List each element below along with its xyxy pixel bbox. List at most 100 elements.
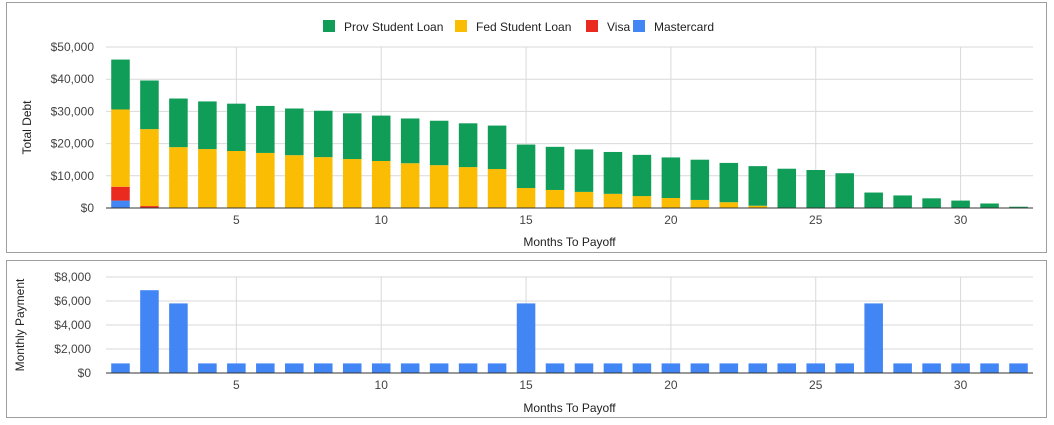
bar-fed-student-loan — [313, 157, 333, 208]
bar-monthly-payment — [951, 363, 970, 373]
bar-prov-student-loan — [719, 162, 739, 203]
debt-xtick-label: 5 — [233, 213, 240, 227]
bar-prov-student-loan — [777, 168, 797, 208]
bar-fed-student-loan — [371, 160, 391, 208]
bar-monthly-payment — [285, 363, 304, 373]
bar-monthly-payment — [111, 363, 130, 373]
bar-fed-student-loan — [574, 191, 594, 208]
bar-prov-student-loan — [574, 149, 594, 192]
bar-fed-student-loan — [545, 189, 565, 208]
payment-xtick-label: 30 — [954, 378, 968, 392]
legend-swatch — [586, 20, 598, 32]
bar-monthly-payment — [545, 363, 565, 373]
bar-monthly-payment — [516, 303, 536, 373]
bar-prov-student-loan — [516, 144, 536, 189]
debt-xtick-label: 30 — [954, 213, 968, 227]
legend-label: Prov Student Loan — [344, 20, 443, 34]
bar-prov-student-loan — [371, 115, 391, 161]
bar-prov-student-loan — [198, 101, 217, 150]
debt-ytick-label: $20,000 — [51, 137, 95, 151]
bar-fed-student-loan — [487, 169, 507, 208]
bar-prov-student-loan — [458, 123, 478, 168]
debt-xtick-label: 20 — [664, 213, 678, 227]
debt-ytick-label: $40,000 — [51, 72, 95, 86]
legend-label: Mastercard — [654, 20, 714, 34]
debt-ytick-label: $50,000 — [51, 40, 95, 54]
bar-fed-student-loan — [458, 167, 478, 208]
bar-monthly-payment — [748, 363, 768, 373]
bar-fed-student-loan — [285, 155, 304, 208]
bar-prov-student-loan — [748, 166, 768, 206]
bar-prov-student-loan — [111, 59, 130, 110]
bar-prov-student-loan — [980, 203, 999, 208]
bar-fed-student-loan — [227, 151, 246, 208]
bar-prov-student-loan — [922, 198, 941, 208]
bar-prov-student-loan — [690, 159, 710, 200]
bar-prov-student-loan — [313, 110, 333, 158]
bar-monthly-payment — [487, 363, 507, 373]
bar-prov-student-loan — [285, 108, 304, 156]
legend-swatch — [633, 20, 645, 32]
bar-monthly-payment — [922, 363, 941, 373]
bar-fed-student-loan — [661, 198, 681, 208]
debt-y-axis-title: Total Debt — [20, 100, 34, 155]
bar-prov-student-loan — [806, 170, 826, 208]
bar-monthly-payment — [227, 363, 246, 373]
bar-prov-student-loan — [603, 151, 623, 194]
debt-x-axis-title: Months To Payoff — [523, 235, 616, 249]
bar-prov-student-loan — [400, 118, 420, 164]
payment-ytick-label: $0 — [78, 366, 92, 380]
debt-xtick-label: 15 — [519, 213, 533, 227]
bar-fed-student-loan — [169, 147, 188, 208]
bar-monthly-payment — [342, 363, 362, 373]
bar-prov-student-loan — [140, 80, 159, 130]
bar-fed-student-loan — [516, 188, 536, 208]
bar-monthly-payment — [835, 363, 854, 373]
bar-monthly-payment — [603, 363, 623, 373]
bar-prov-student-loan — [256, 105, 275, 153]
payment-xtick-label: 25 — [809, 378, 823, 392]
bar-fed-student-loan — [198, 149, 217, 208]
debt-ytick-label: $10,000 — [51, 169, 95, 183]
bar-prov-student-loan — [227, 103, 246, 152]
bar-monthly-payment — [458, 363, 478, 373]
bar-monthly-payment — [806, 363, 826, 373]
bar-monthly-payment — [429, 363, 449, 373]
bar-prov-student-loan — [1009, 206, 1028, 208]
bar-monthly-payment — [864, 303, 883, 373]
debt-xtick-label: 10 — [375, 213, 389, 227]
payment-xtick-label: 15 — [519, 378, 533, 392]
bar-fed-student-loan — [140, 129, 159, 207]
bar-prov-student-loan — [864, 192, 883, 208]
bar-monthly-payment — [313, 363, 333, 373]
bar-fed-student-loan — [748, 205, 768, 208]
bar-prov-student-loan — [545, 146, 565, 190]
bar-fed-student-loan — [603, 193, 623, 208]
legend-label: Visa — [607, 20, 630, 34]
legend-swatch — [455, 20, 467, 32]
bar-monthly-payment — [893, 363, 912, 373]
bar-fed-student-loan — [632, 196, 652, 208]
payment-xtick-label: 10 — [375, 378, 389, 392]
bar-fed-student-loan — [400, 163, 420, 208]
bar-fed-student-loan — [256, 152, 275, 208]
debt-xtick-label: 25 — [809, 213, 823, 227]
payment-ytick-label: $8,000 — [54, 270, 91, 284]
bar-monthly-payment — [1009, 363, 1028, 373]
debt-ytick-label: $0 — [81, 201, 95, 215]
bar-monthly-payment — [719, 363, 739, 373]
bar-prov-student-loan — [893, 195, 912, 208]
bar-monthly-payment — [169, 303, 188, 373]
payment-xtick-label: 20 — [664, 378, 678, 392]
payment-xtick-label: 5 — [233, 378, 240, 392]
bar-prov-student-loan — [342, 113, 362, 160]
bar-prov-student-loan — [169, 98, 188, 148]
bar-monthly-payment — [371, 363, 391, 373]
bar-fed-student-loan — [690, 199, 710, 208]
bar-monthly-payment — [777, 363, 797, 373]
bar-monthly-payment — [690, 363, 710, 373]
bar-fed-student-loan — [342, 159, 362, 208]
bar-monthly-payment — [661, 363, 681, 373]
payment-ytick-label: $6,000 — [54, 294, 91, 308]
